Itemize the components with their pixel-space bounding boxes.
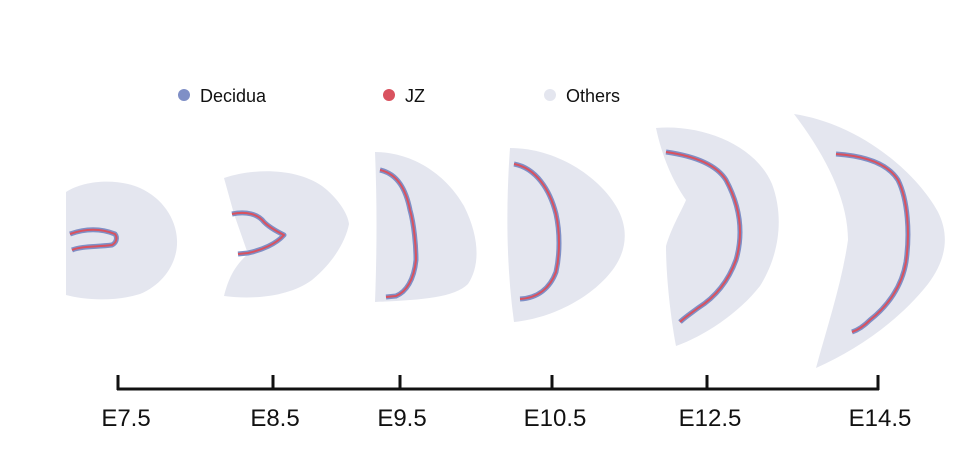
stage-label-e14-5: E14.5 [849, 405, 912, 432]
tissue-others [656, 127, 779, 346]
tissue-others [224, 171, 349, 298]
legend-label-others: Others [566, 86, 620, 106]
section-e12-5 [656, 127, 779, 346]
stage-label-e7-5: E7.5 [101, 405, 150, 432]
tissue-others [66, 181, 178, 300]
tissue-others [794, 114, 945, 368]
jz-outline [513, 163, 560, 300]
jz-outline [69, 228, 118, 251]
section-e9-5 [375, 152, 477, 302]
jz-outline [835, 153, 909, 333]
legend-swatch-decidua [178, 89, 190, 101]
section-e10-5 [507, 148, 625, 322]
stage-label-e9-5: E9.5 [377, 405, 426, 432]
jz-outline [231, 211, 285, 255]
jz-outline [379, 169, 417, 298]
section-e8-5 [224, 171, 349, 298]
legend-item-decidua: Decidua [178, 86, 267, 106]
stage-label-e10-5: E10.5 [524, 405, 587, 432]
jz-outline [665, 151, 742, 323]
legend-swatch-others [544, 89, 556, 101]
legend-item-others: Others [544, 86, 620, 106]
section-e14-5 [794, 114, 945, 368]
legend-swatch-jz [383, 89, 395, 101]
legend-label-decidua: Decidua [200, 86, 267, 106]
stage-label-e8-5: E8.5 [250, 405, 299, 432]
legend: Decidua JZ Others [178, 86, 620, 106]
timeline-axis: E7.5 E8.5 E9.5 E10.5 E12.5 E14.5 [101, 375, 911, 432]
legend-label-jz: JZ [405, 86, 425, 106]
legend-item-jz: JZ [383, 86, 425, 106]
tissue-others [375, 152, 477, 302]
stage-label-e12-5: E12.5 [679, 405, 742, 432]
tissue-others [507, 148, 625, 322]
section-e7-5 [66, 181, 178, 300]
